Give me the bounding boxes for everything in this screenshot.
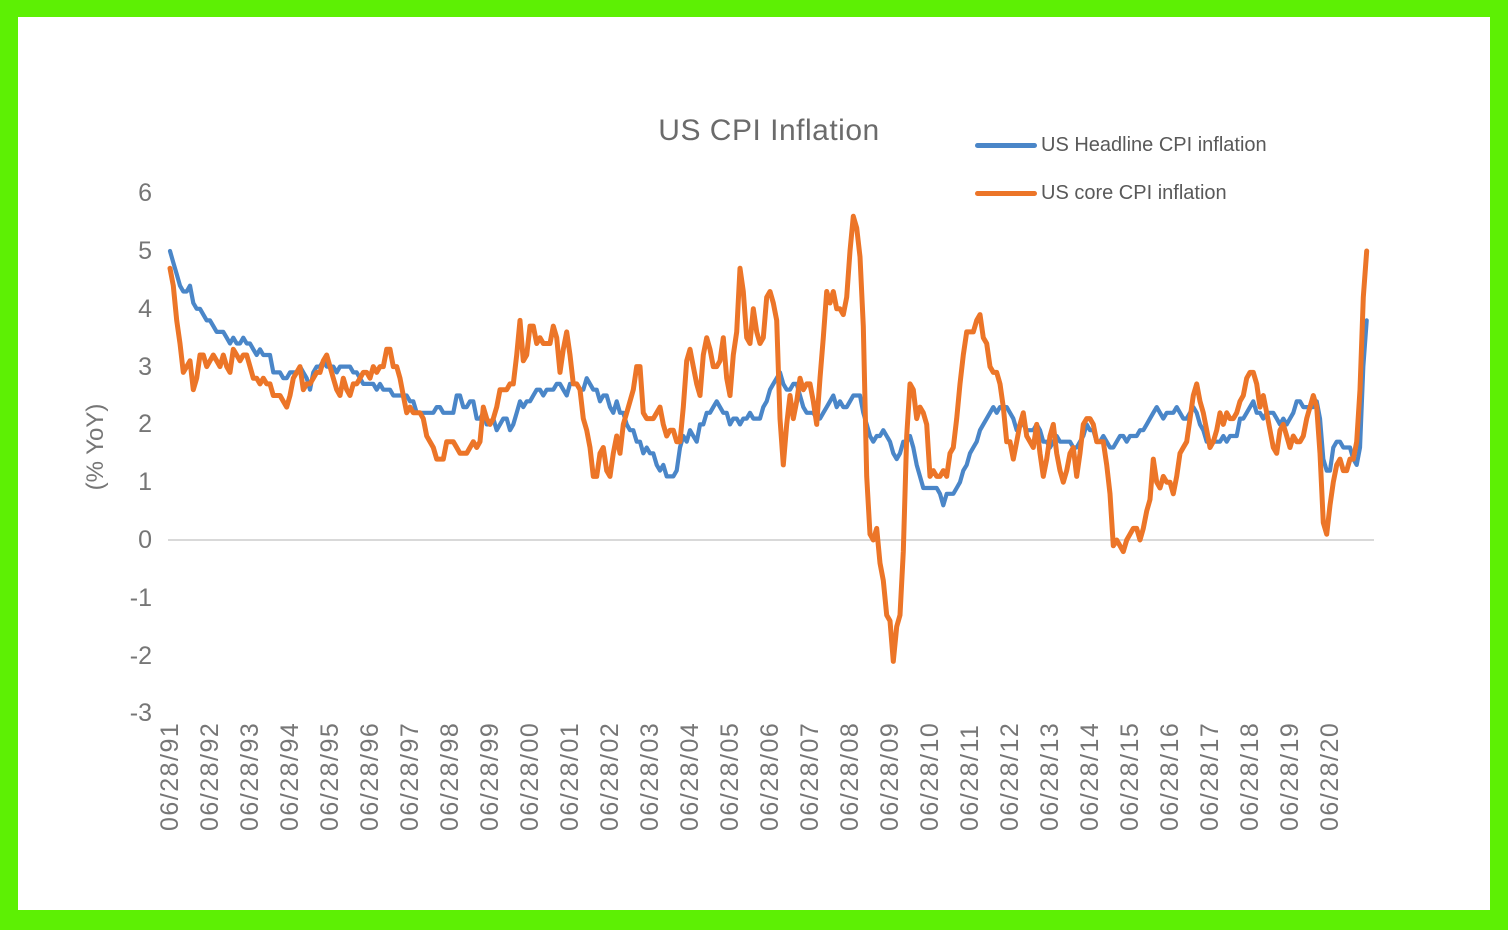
x-tick-label: 06/28/13 (1036, 721, 1064, 831)
x-tick-label: 06/28/15 (1116, 721, 1144, 831)
chart-title: US CPI Inflation (658, 114, 880, 147)
x-tick-label: 06/28/20 (1316, 721, 1344, 831)
x-tick-label: 06/28/05 (716, 721, 744, 831)
x-tick-label: 06/28/07 (796, 721, 824, 831)
x-tick-label: 06/28/12 (996, 721, 1024, 831)
y-tick-label: -2 (129, 642, 152, 670)
x-tick-label: 06/28/03 (636, 721, 664, 831)
x-tick-label: 06/28/18 (1236, 721, 1264, 831)
x-tick-label: 06/28/17 (1196, 721, 1224, 831)
x-tick-label: 06/28/96 (356, 721, 384, 831)
legend-swatch-headline-icon (975, 142, 1037, 148)
x-tick-label: 06/28/99 (476, 721, 504, 831)
x-tick-label: 06/28/02 (596, 721, 624, 831)
series-line-core (167, 213, 1370, 664)
chart-background (18, 17, 1490, 910)
x-tick-label: 06/28/11 (956, 723, 984, 831)
legend: US Headline CPI inflation US core CPI in… (975, 133, 1267, 205)
legend-item-core: US core CPI inflation (975, 181, 1267, 205)
x-tick-label: 06/28/93 (236, 721, 264, 831)
x-tick-label: 06/28/91 (156, 721, 184, 831)
y-tick-label: 3 (138, 353, 152, 381)
x-tick-label: 06/28/00 (516, 721, 544, 831)
x-tick-label: 06/28/08 (836, 721, 864, 831)
x-tick-label: 06/28/09 (876, 721, 904, 831)
x-tick-label: 06/28/92 (196, 721, 224, 831)
y-tick-label: -1 (129, 584, 152, 612)
y-tick-label: 0 (138, 526, 152, 554)
y-tick-label: 6 (138, 179, 152, 207)
x-tick-label: 06/28/98 (436, 721, 464, 831)
x-tick-label: 06/28/06 (756, 721, 784, 831)
y-tick-label: 5 (138, 237, 152, 265)
x-tick-label: 06/28/14 (1076, 721, 1104, 831)
y-tick-label: 1 (138, 468, 152, 496)
legend-item-headline: US Headline CPI inflation (975, 133, 1267, 157)
x-tick-label: 06/28/01 (556, 721, 584, 831)
y-tick-label: -3 (129, 699, 152, 727)
x-tick-label: 06/28/10 (916, 721, 944, 831)
x-tick-label: 06/28/19 (1276, 721, 1304, 831)
legend-label-core: US core CPI inflation (1041, 181, 1227, 204)
series-line-headline (167, 248, 1369, 508)
x-tick-label: 06/28/97 (396, 721, 424, 831)
x-tick-label: 06/28/94 (276, 721, 304, 831)
x-tick-label: 06/28/16 (1156, 721, 1184, 831)
y-tick-label: 2 (138, 410, 152, 438)
legend-label-headline: US Headline CPI inflation (1041, 133, 1267, 156)
legend-swatch-core-icon (975, 190, 1037, 196)
x-tick-label: 06/28/95 (316, 721, 344, 831)
y-tick-label: 4 (138, 295, 152, 323)
x-tick-label: 06/28/04 (676, 721, 704, 831)
